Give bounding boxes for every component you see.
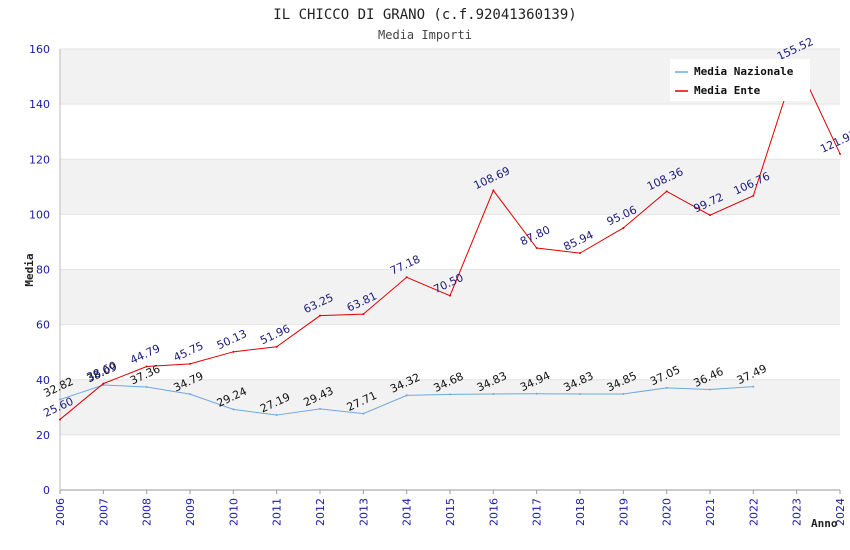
data-point xyxy=(665,386,668,389)
data-point xyxy=(319,314,321,317)
x-tick-label: 2012 xyxy=(314,498,327,526)
data-point xyxy=(492,189,495,192)
data-point xyxy=(145,386,148,389)
y-tick-label: 160 xyxy=(29,43,50,56)
x-tick-label: 2007 xyxy=(97,498,110,526)
data-point xyxy=(232,350,235,353)
x-tick-label: 2015 xyxy=(444,498,457,526)
data-point xyxy=(492,392,495,395)
data-point xyxy=(145,365,148,368)
y-tick-label: 0 xyxy=(43,484,50,497)
y-tick-label: 40 xyxy=(36,374,50,387)
x-tick-label: 2021 xyxy=(704,498,717,526)
data-point xyxy=(59,418,61,421)
x-tick-label: 2020 xyxy=(661,498,674,526)
legend-box xyxy=(670,59,810,101)
data-point xyxy=(59,398,61,401)
x-tick-label: 2017 xyxy=(531,498,544,526)
x-tick-label: 2022 xyxy=(747,498,760,526)
data-point xyxy=(579,252,581,255)
data-point xyxy=(752,194,755,197)
plot-band xyxy=(60,214,840,270)
x-tick-label: 2019 xyxy=(617,498,630,526)
data-point xyxy=(405,276,408,279)
y-tick-label: 20 xyxy=(36,429,50,442)
plot-band xyxy=(60,269,840,325)
data-point xyxy=(319,407,321,410)
plot-band xyxy=(60,104,840,160)
data-point xyxy=(362,412,365,415)
data-point xyxy=(709,388,711,391)
plot-band xyxy=(60,434,840,490)
x-axis-ticks: 2006 2007 2008 2009 2010 2011 2012 2013 2014 2015… xyxy=(54,490,847,526)
data-point xyxy=(622,226,625,229)
x-tick-label: 2023 xyxy=(791,498,804,526)
y-axis-title: Media xyxy=(23,253,36,286)
plot-background-bands xyxy=(60,49,840,490)
x-tick-label: 2006 xyxy=(54,498,67,526)
x-tick-label: 2009 xyxy=(184,498,197,526)
data-point xyxy=(665,190,668,193)
legend-label-nazionale: Media Nazionale xyxy=(694,65,794,78)
y-tick-label: 80 xyxy=(36,264,50,277)
data-point xyxy=(839,152,841,155)
y-tick-label: 120 xyxy=(29,153,50,166)
x-tick-label: 2016 xyxy=(487,498,500,526)
data-point xyxy=(709,214,711,217)
data-point xyxy=(275,414,278,417)
data-point xyxy=(232,408,235,411)
data-point xyxy=(405,394,408,397)
x-tick-label: 2014 xyxy=(401,498,414,526)
legend: Media Nazionale Media Ente xyxy=(670,59,810,101)
data-point xyxy=(102,382,105,385)
x-axis-title: Anno xyxy=(811,517,838,530)
y-axis-ticks: 0 20 40 60 80 100 120 140 160 xyxy=(29,43,50,497)
y-tick-label: 100 xyxy=(29,208,50,221)
plot-band xyxy=(60,324,840,380)
y-tick-label: 60 xyxy=(36,319,50,332)
data-point xyxy=(535,247,538,250)
x-tick-label: 2024 xyxy=(834,498,847,526)
data-point xyxy=(189,393,191,396)
plot-band xyxy=(60,159,840,215)
data-point xyxy=(189,362,191,365)
series-layer xyxy=(59,59,841,421)
x-tick-label: 2011 xyxy=(271,498,284,526)
y-tick-label: 140 xyxy=(29,98,50,111)
chart-title: IL CHICCO DI GRANO (c.f.92041360139) xyxy=(273,7,576,23)
data-point xyxy=(275,345,278,348)
x-tick-label: 2008 xyxy=(141,498,154,526)
x-tick-label: 2010 xyxy=(227,498,240,526)
data-point xyxy=(449,294,451,297)
x-tick-label: 2018 xyxy=(574,498,587,526)
data-point xyxy=(535,392,538,395)
data-point xyxy=(362,313,365,316)
x-tick-label: 2013 xyxy=(357,498,370,526)
chart-subtitle: Media Importi xyxy=(378,28,472,42)
data-point xyxy=(579,392,581,395)
data-point xyxy=(449,393,451,396)
data-point xyxy=(622,392,625,395)
legend-label-ente: Media Ente xyxy=(694,84,761,97)
data-point xyxy=(752,385,755,388)
